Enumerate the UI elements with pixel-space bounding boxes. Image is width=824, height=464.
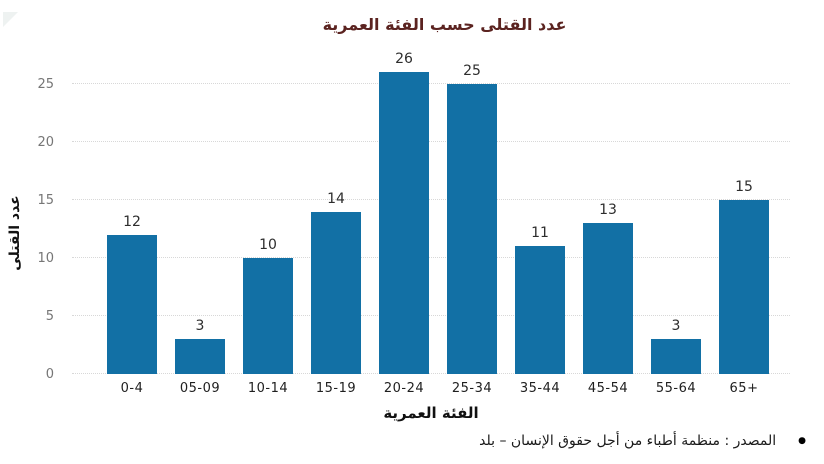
bar-column: 26 (370, 51, 438, 374)
x-tick-label: 45-54 (587, 381, 629, 396)
bar (515, 246, 565, 374)
source-note: ● المصدر : منظمة أطباء من أجل حقوق الإنس… (479, 433, 806, 449)
bars-group: 12 3 10 14 26 25 11 13 3 15 (98, 51, 778, 374)
bar-column: 3 (642, 84, 710, 374)
source-text: المصدر : منظمة أطباء من أجل حقوق الإنسان… (479, 433, 777, 449)
bar (243, 258, 293, 374)
bar (379, 72, 429, 374)
bar (107, 234, 157, 374)
y-tick-label: 10 (37, 251, 54, 266)
bar-value-label: 10 (259, 237, 277, 253)
chart-title: عدد القتلى حسب الفئة العمرية (322, 15, 567, 34)
bar (651, 339, 701, 374)
y-tick-label: 5 (45, 309, 54, 324)
bar (583, 223, 633, 374)
bar-column: 14 (302, 84, 370, 374)
gridline (72, 373, 790, 374)
y-axis: 0 5 10 15 20 25 (0, 77, 62, 382)
bar (447, 84, 497, 374)
x-tick-label: 25-34 (451, 381, 493, 396)
y-tick-label: 25 (37, 77, 54, 92)
bar-value-label: 12 (123, 213, 141, 230)
bar-column: 13 (574, 84, 642, 374)
bar-value-label: 26 (395, 51, 413, 68)
x-tick-label: 55-64 (655, 381, 697, 396)
gridline (72, 83, 790, 84)
x-tick-label: 0-4 (120, 381, 144, 396)
y-tick-label: 0 (45, 367, 54, 382)
bar-column: 15 (710, 84, 778, 374)
bar-column: 25 (438, 63, 506, 374)
bar-column: 12 (98, 84, 166, 374)
bar (175, 339, 225, 374)
gridline (72, 257, 790, 258)
y-tick-label: 20 (37, 135, 54, 150)
x-tick-label: 65+ (729, 381, 759, 396)
gridline (72, 141, 790, 142)
bar-column: 11 (506, 84, 574, 374)
x-tick-label: 35-44 (519, 381, 561, 396)
x-axis: 0-4 05-09 10-14 15-19 20-24 25-34 35-44 45-54 55… (98, 381, 778, 396)
plot-area: 12 3 10 14 26 25 11 13 3 15 (72, 51, 790, 374)
bar-value-label: 13 (599, 202, 617, 219)
bar-column: 10 (234, 84, 302, 374)
x-tick-label: 20-24 (383, 381, 425, 396)
gridline (72, 199, 790, 200)
bar-value-label: 14 (327, 190, 345, 207)
bar-value-label: 3 (195, 318, 205, 335)
gridline (72, 315, 790, 316)
bar-column: 3 (166, 84, 234, 374)
bar (311, 211, 361, 374)
x-tick-label: 10-14 (247, 381, 289, 396)
bar (719, 200, 769, 374)
bar-value-label: 15 (735, 179, 753, 195)
bar-value-label: 11 (531, 225, 549, 242)
corner-artifact (3, 12, 18, 27)
bullet-icon: ● (798, 435, 806, 446)
x-axis-title: الفئة العمرية (383, 404, 479, 422)
x-tick-label: 15-19 (315, 381, 357, 396)
x-tick-label: 05-09 (179, 381, 221, 396)
bar-value-label: 25 (463, 63, 481, 79)
bar-value-label: 3 (671, 318, 681, 335)
y-tick-label: 15 (37, 193, 54, 208)
